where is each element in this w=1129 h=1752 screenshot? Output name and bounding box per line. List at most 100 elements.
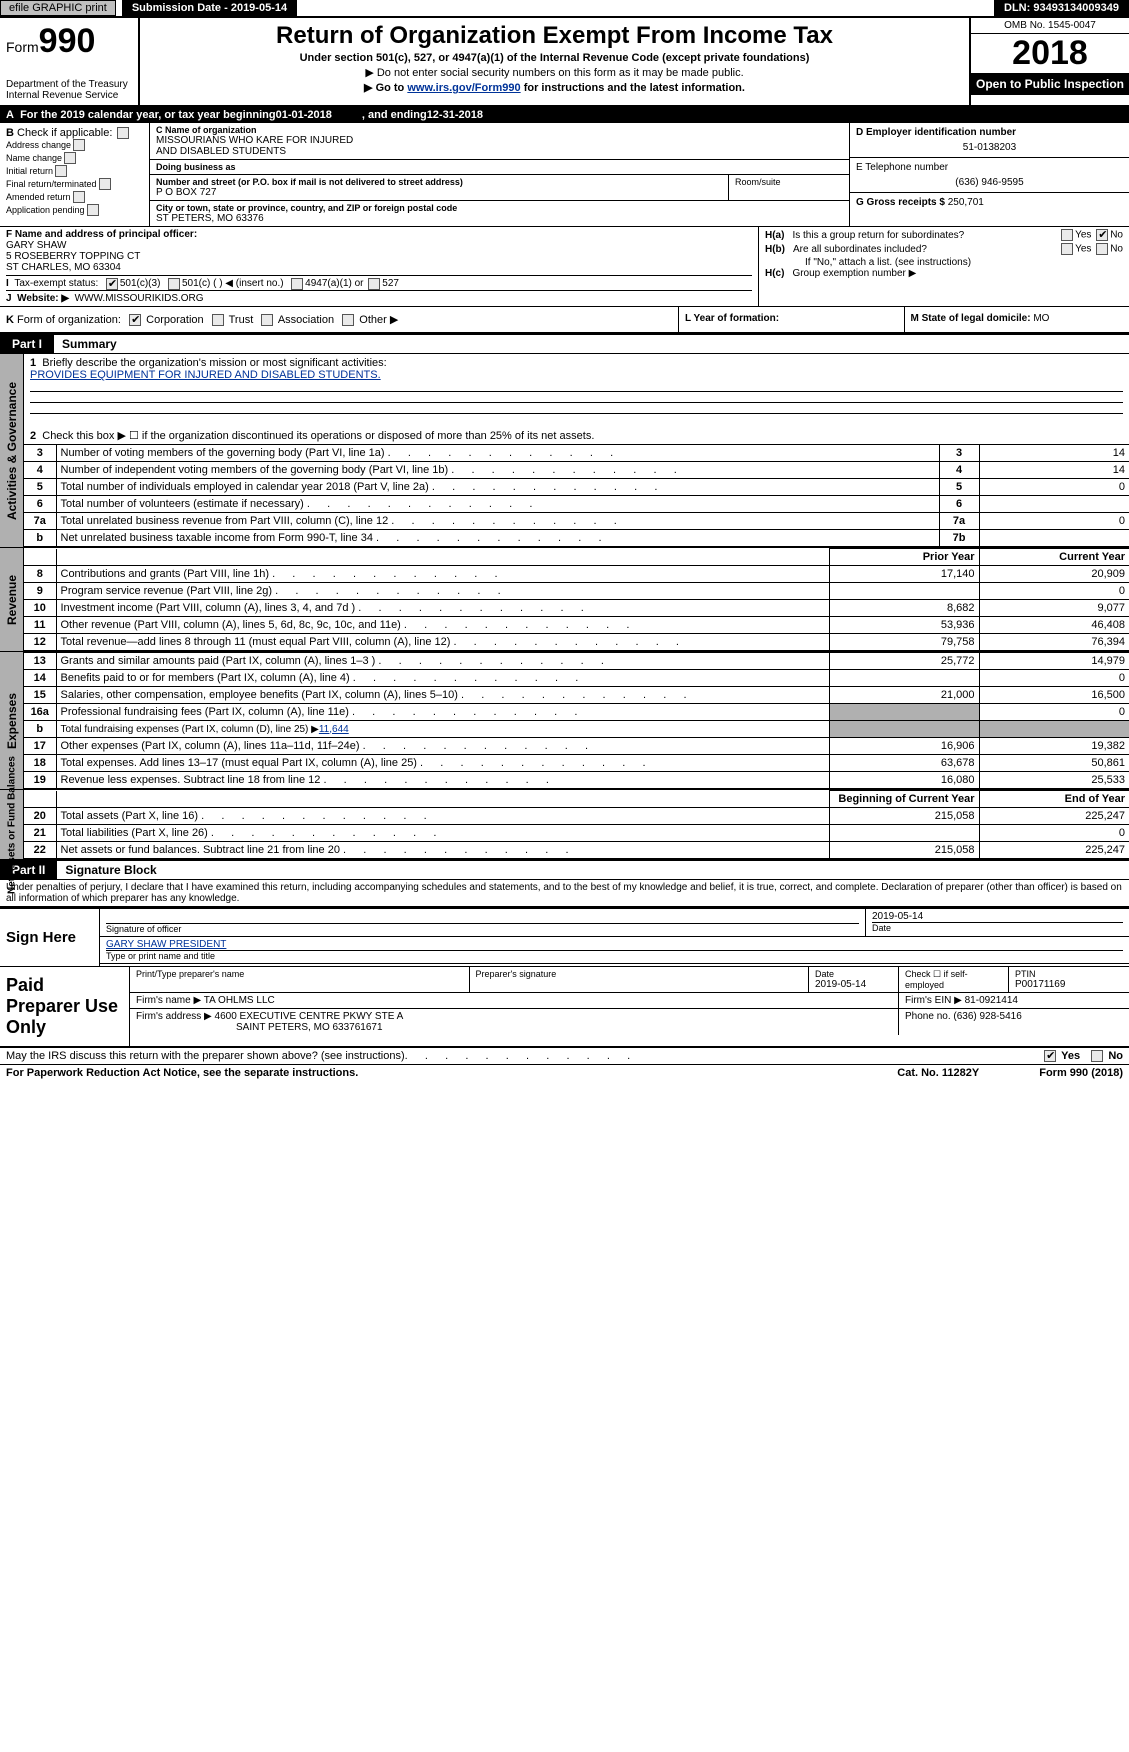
hb-key: H(b) (765, 244, 785, 255)
rev-band-label: Revenue (5, 575, 19, 625)
form990-link[interactable]: www.irs.gov/Form990 (407, 82, 520, 94)
chk-yes[interactable] (1061, 243, 1073, 255)
row-num: 4 (24, 462, 56, 479)
hb-answer: Yes No (1059, 243, 1123, 255)
l-label: L Year of formation: (685, 313, 779, 324)
table-row: 3Number of voting members of the governi… (24, 445, 1129, 462)
begin-year-hdr: Beginning of Current Year (829, 791, 979, 808)
gross-value: 250,701 (948, 197, 984, 208)
form-number: Form990 (6, 22, 132, 61)
trust: Trust (229, 314, 254, 326)
chk-assoc[interactable] (261, 314, 273, 326)
col-f: F Name and address of principal officer:… (0, 227, 759, 306)
phone-value: (636) 946-9595 (856, 177, 1123, 188)
other: Other ▶ (359, 314, 398, 326)
part2-title: Signature Block (57, 863, 156, 877)
hb-line: H(b) Are all subordinates included? Yes … (765, 243, 1123, 255)
dept-treasury: Department of the Treasury (6, 79, 132, 90)
prior-value: 53,936 (829, 617, 979, 634)
nab-header-row: Beginning of Current Year End of Year (24, 791, 1129, 808)
addr-value: P O BOX 727 (156, 187, 722, 198)
fundraising-link[interactable]: 11,644 (319, 724, 349, 735)
chk-app-pending: Application pending (6, 204, 143, 216)
firm-name-label: Firm's name ▶ (136, 995, 201, 1006)
checkbox[interactable] (99, 178, 111, 190)
prep-ptin-cell: PTINP00171169 (1009, 967, 1129, 992)
chk-lbl: Initial return (6, 166, 53, 176)
check-icon[interactable] (117, 127, 129, 139)
sig-row-2: GARY SHAW PRESIDENT Type or print name a… (100, 937, 1129, 964)
chk-527[interactable] (368, 278, 380, 290)
chk-other[interactable] (342, 314, 354, 326)
row-num: 17 (24, 738, 56, 755)
checkbox[interactable] (73, 191, 85, 203)
chk-no[interactable] (1096, 229, 1108, 241)
chk-no[interactable] (1096, 243, 1108, 255)
prep-check-label: Check ☐ if self-employed (905, 969, 1002, 990)
cat-no: Cat. No. 11282Y (897, 1067, 979, 1079)
open-public: Open to Public Inspection (971, 73, 1129, 95)
chk-lbl: Name change (6, 153, 62, 163)
efile-button[interactable]: efile GRAPHIC print (0, 0, 116, 16)
part1-header: Part I Summary (0, 333, 1129, 354)
paid-right: Print/Type preparer's name Preparer's si… (130, 967, 1129, 1046)
row-key: 4 (939, 462, 979, 479)
city-label: City or town, state or province, country… (156, 203, 843, 213)
gov-section: Activities & Governance 1 Briefly descri… (0, 354, 1129, 547)
mission-text[interactable]: PROVIDES EQUIPMENT FOR INJURED AND DISAB… (30, 369, 381, 381)
pra-notice: For Paperwork Reduction Act Notice, see … (6, 1067, 358, 1079)
table-row: 13Grants and similar amounts paid (Part … (24, 653, 1129, 670)
form-title: Return of Organization Exempt From Incom… (148, 22, 961, 50)
form-ref: Form 990 (2018) (1039, 1067, 1123, 1079)
check-applicable: Check if applicable: (17, 127, 112, 139)
officer-name-link[interactable]: GARY SHAW PRESIDENT (106, 939, 226, 950)
chk-501c[interactable] (168, 278, 180, 290)
chk-yes[interactable] (1061, 229, 1073, 241)
checkbox[interactable] (64, 152, 76, 164)
table-row: 22Net assets or fund balances. Subtract … (24, 842, 1129, 859)
prior-value: 8,682 (829, 600, 979, 617)
footer-bottom: For Paperwork Reduction Act Notice, see … (0, 1065, 1129, 1081)
row-num: 16a (24, 704, 56, 721)
firm-addr2: SAINT PETERS, MO 633761671 (236, 1022, 383, 1033)
tax-year: 2018 (971, 34, 1129, 73)
prior-value: 215,058 (829, 808, 979, 825)
row-num: 9 (24, 583, 56, 600)
d-label: D Employer identification number (856, 127, 1123, 138)
row-key: 5 (939, 479, 979, 496)
chk-4947[interactable] (291, 278, 303, 290)
current-value: 14,979 (979, 653, 1129, 670)
sig-officer-cell: Signature of officer (100, 909, 866, 936)
paid-row-2: Firm's name ▶ TA OHLMS LLC Firm's EIN ▶ … (130, 993, 1129, 1009)
mission-label: Briefly describe the organization's miss… (42, 357, 386, 369)
header-center: Return of Organization Exempt From Incom… (140, 18, 969, 105)
checkbox[interactable] (87, 204, 99, 216)
nab-band-label: Net Assets or Fund Balances (6, 756, 17, 894)
header-sub3: ▶ Go to www.irs.gov/Form990 for instruct… (148, 81, 961, 94)
current-value: 0 (979, 583, 1129, 600)
a-mid: , and ending (362, 109, 427, 121)
no-lbl: No (1110, 230, 1123, 241)
prior-value (829, 704, 979, 721)
checkbox[interactable] (73, 139, 85, 151)
k-left: K Form of organization: Corporation Trus… (0, 307, 679, 332)
row-desc: Program service revenue (Part VIII, line… (56, 583, 829, 600)
chk-final-return: Final return/terminated (6, 178, 143, 190)
mission-rule (30, 402, 1123, 403)
chk-trust[interactable] (212, 314, 224, 326)
chk-no[interactable] (1091, 1050, 1103, 1062)
checkbox[interactable] (55, 165, 67, 177)
chk-lbl: Amended return (6, 192, 71, 202)
officer-addr1: 5 ROSEBERRY TOPPING CT (6, 251, 752, 262)
header-sub2: ▶ Do not enter social security numbers o… (148, 66, 961, 79)
paid-row-3: Firm's address ▶ 4600 EXECUTIVE CENTRE P… (130, 1009, 1129, 1035)
gov-body: 1 Briefly describe the organization's mi… (24, 354, 1129, 547)
col-b-mid: C Name of organization MISSOURIANS WHO K… (150, 123, 849, 226)
current-value: 50,861 (979, 755, 1129, 772)
chk-yes[interactable] (1044, 1050, 1056, 1062)
firm-addr-label: Firm's address ▶ (136, 1011, 212, 1022)
nab-table: Beginning of Current Year End of Year 20… (24, 790, 1129, 859)
chk-501c3[interactable] (106, 278, 118, 290)
chk-corp[interactable] (129, 314, 141, 326)
row-num: 11 (24, 617, 56, 634)
